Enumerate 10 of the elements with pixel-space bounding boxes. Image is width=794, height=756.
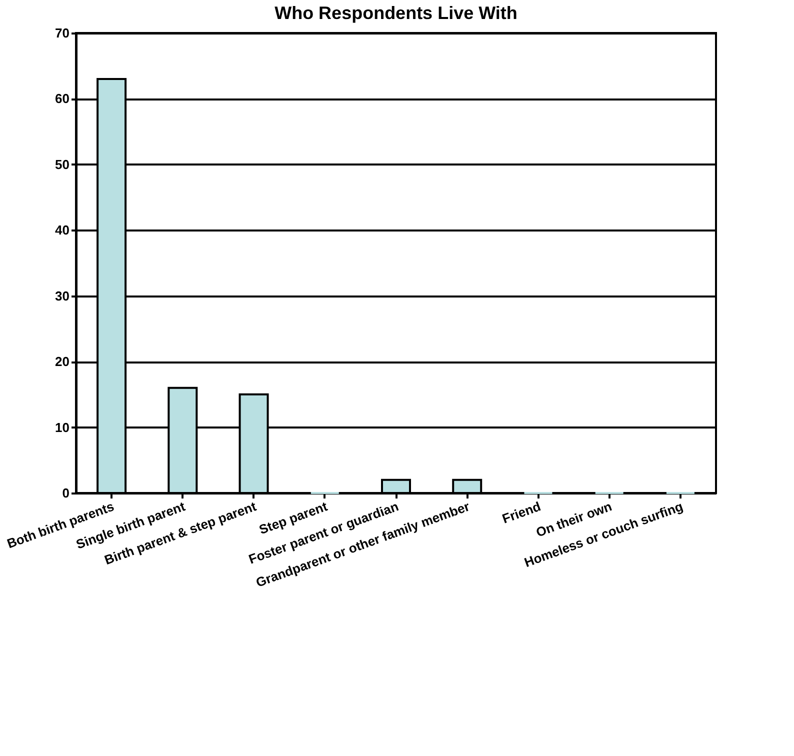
y-tick-label: 60 [55, 91, 70, 106]
y-tick-label: 70 [55, 26, 70, 40]
chart-title: Who Respondents Live With [274, 3, 518, 23]
y-tick-label: 30 [55, 288, 70, 304]
x-tick-label: Friend [500, 498, 543, 526]
y-tick-label: 10 [55, 420, 70, 435]
y-tick-label: 20 [55, 354, 70, 370]
y-tick-label: 40 [55, 222, 70, 238]
y-tick-label: 50 [55, 156, 70, 172]
y-tick-label: 0 [62, 486, 70, 500]
